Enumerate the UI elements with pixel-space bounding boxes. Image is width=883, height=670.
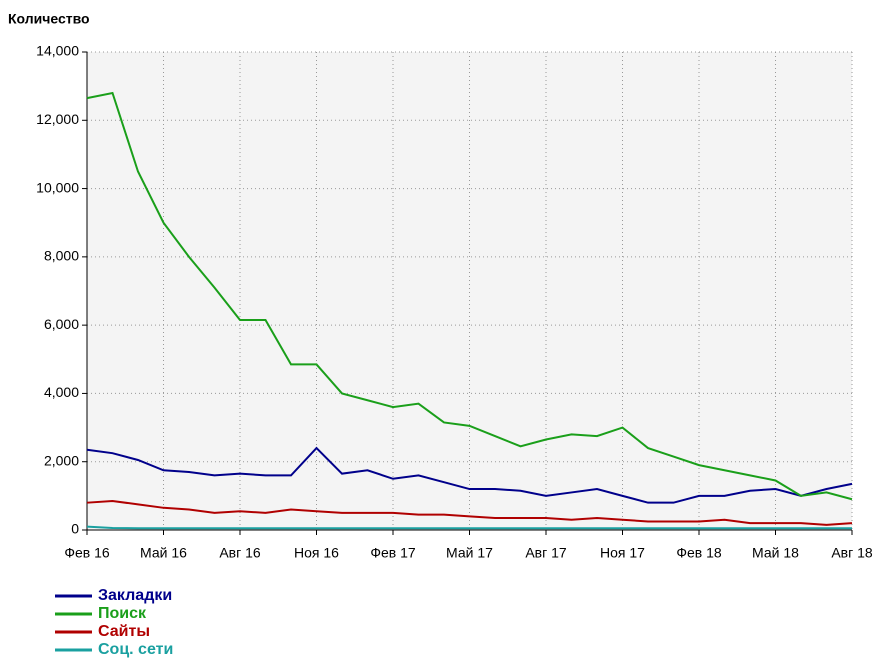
y-tick-label: 12,000 <box>36 111 79 127</box>
y-tick-label: 14,000 <box>36 43 79 59</box>
x-tick-label: Авг 17 <box>525 545 567 561</box>
x-tick-label: Фев 16 <box>64 545 110 561</box>
x-tick-label: Май 16 <box>140 545 187 561</box>
y-tick-label: 10,000 <box>36 179 79 195</box>
y-tick-label: 8,000 <box>44 248 79 264</box>
legend-label: Закладки <box>98 587 172 604</box>
x-tick-label: Май 17 <box>446 545 493 561</box>
x-tick-label: Фев 17 <box>370 545 416 561</box>
y-tick-label: 2,000 <box>44 452 79 468</box>
x-tick-label: Авг 18 <box>831 545 873 561</box>
series-line <box>86 525 852 530</box>
series-line <box>86 91 853 501</box>
x-tick-label: Ноя 16 <box>294 545 339 561</box>
y-tick-label: 6,000 <box>44 316 79 332</box>
x-tick-label: Фев 18 <box>676 545 722 561</box>
legend-label: Сайты <box>98 623 150 640</box>
series-line <box>86 446 853 504</box>
x-tick-label: Май 18 <box>752 545 799 561</box>
y-axis-label: Количество <box>8 11 90 27</box>
legend-label: Поиск <box>98 605 147 622</box>
x-tick-label: Авг 16 <box>219 545 261 561</box>
legend-label: Соц. сети <box>98 641 173 658</box>
x-tick-label: Ноя 17 <box>600 545 645 561</box>
plot-area <box>87 52 852 530</box>
y-tick-label: 4,000 <box>44 384 79 400</box>
series-line <box>86 499 853 526</box>
y-tick-label: 0 <box>71 521 79 537</box>
